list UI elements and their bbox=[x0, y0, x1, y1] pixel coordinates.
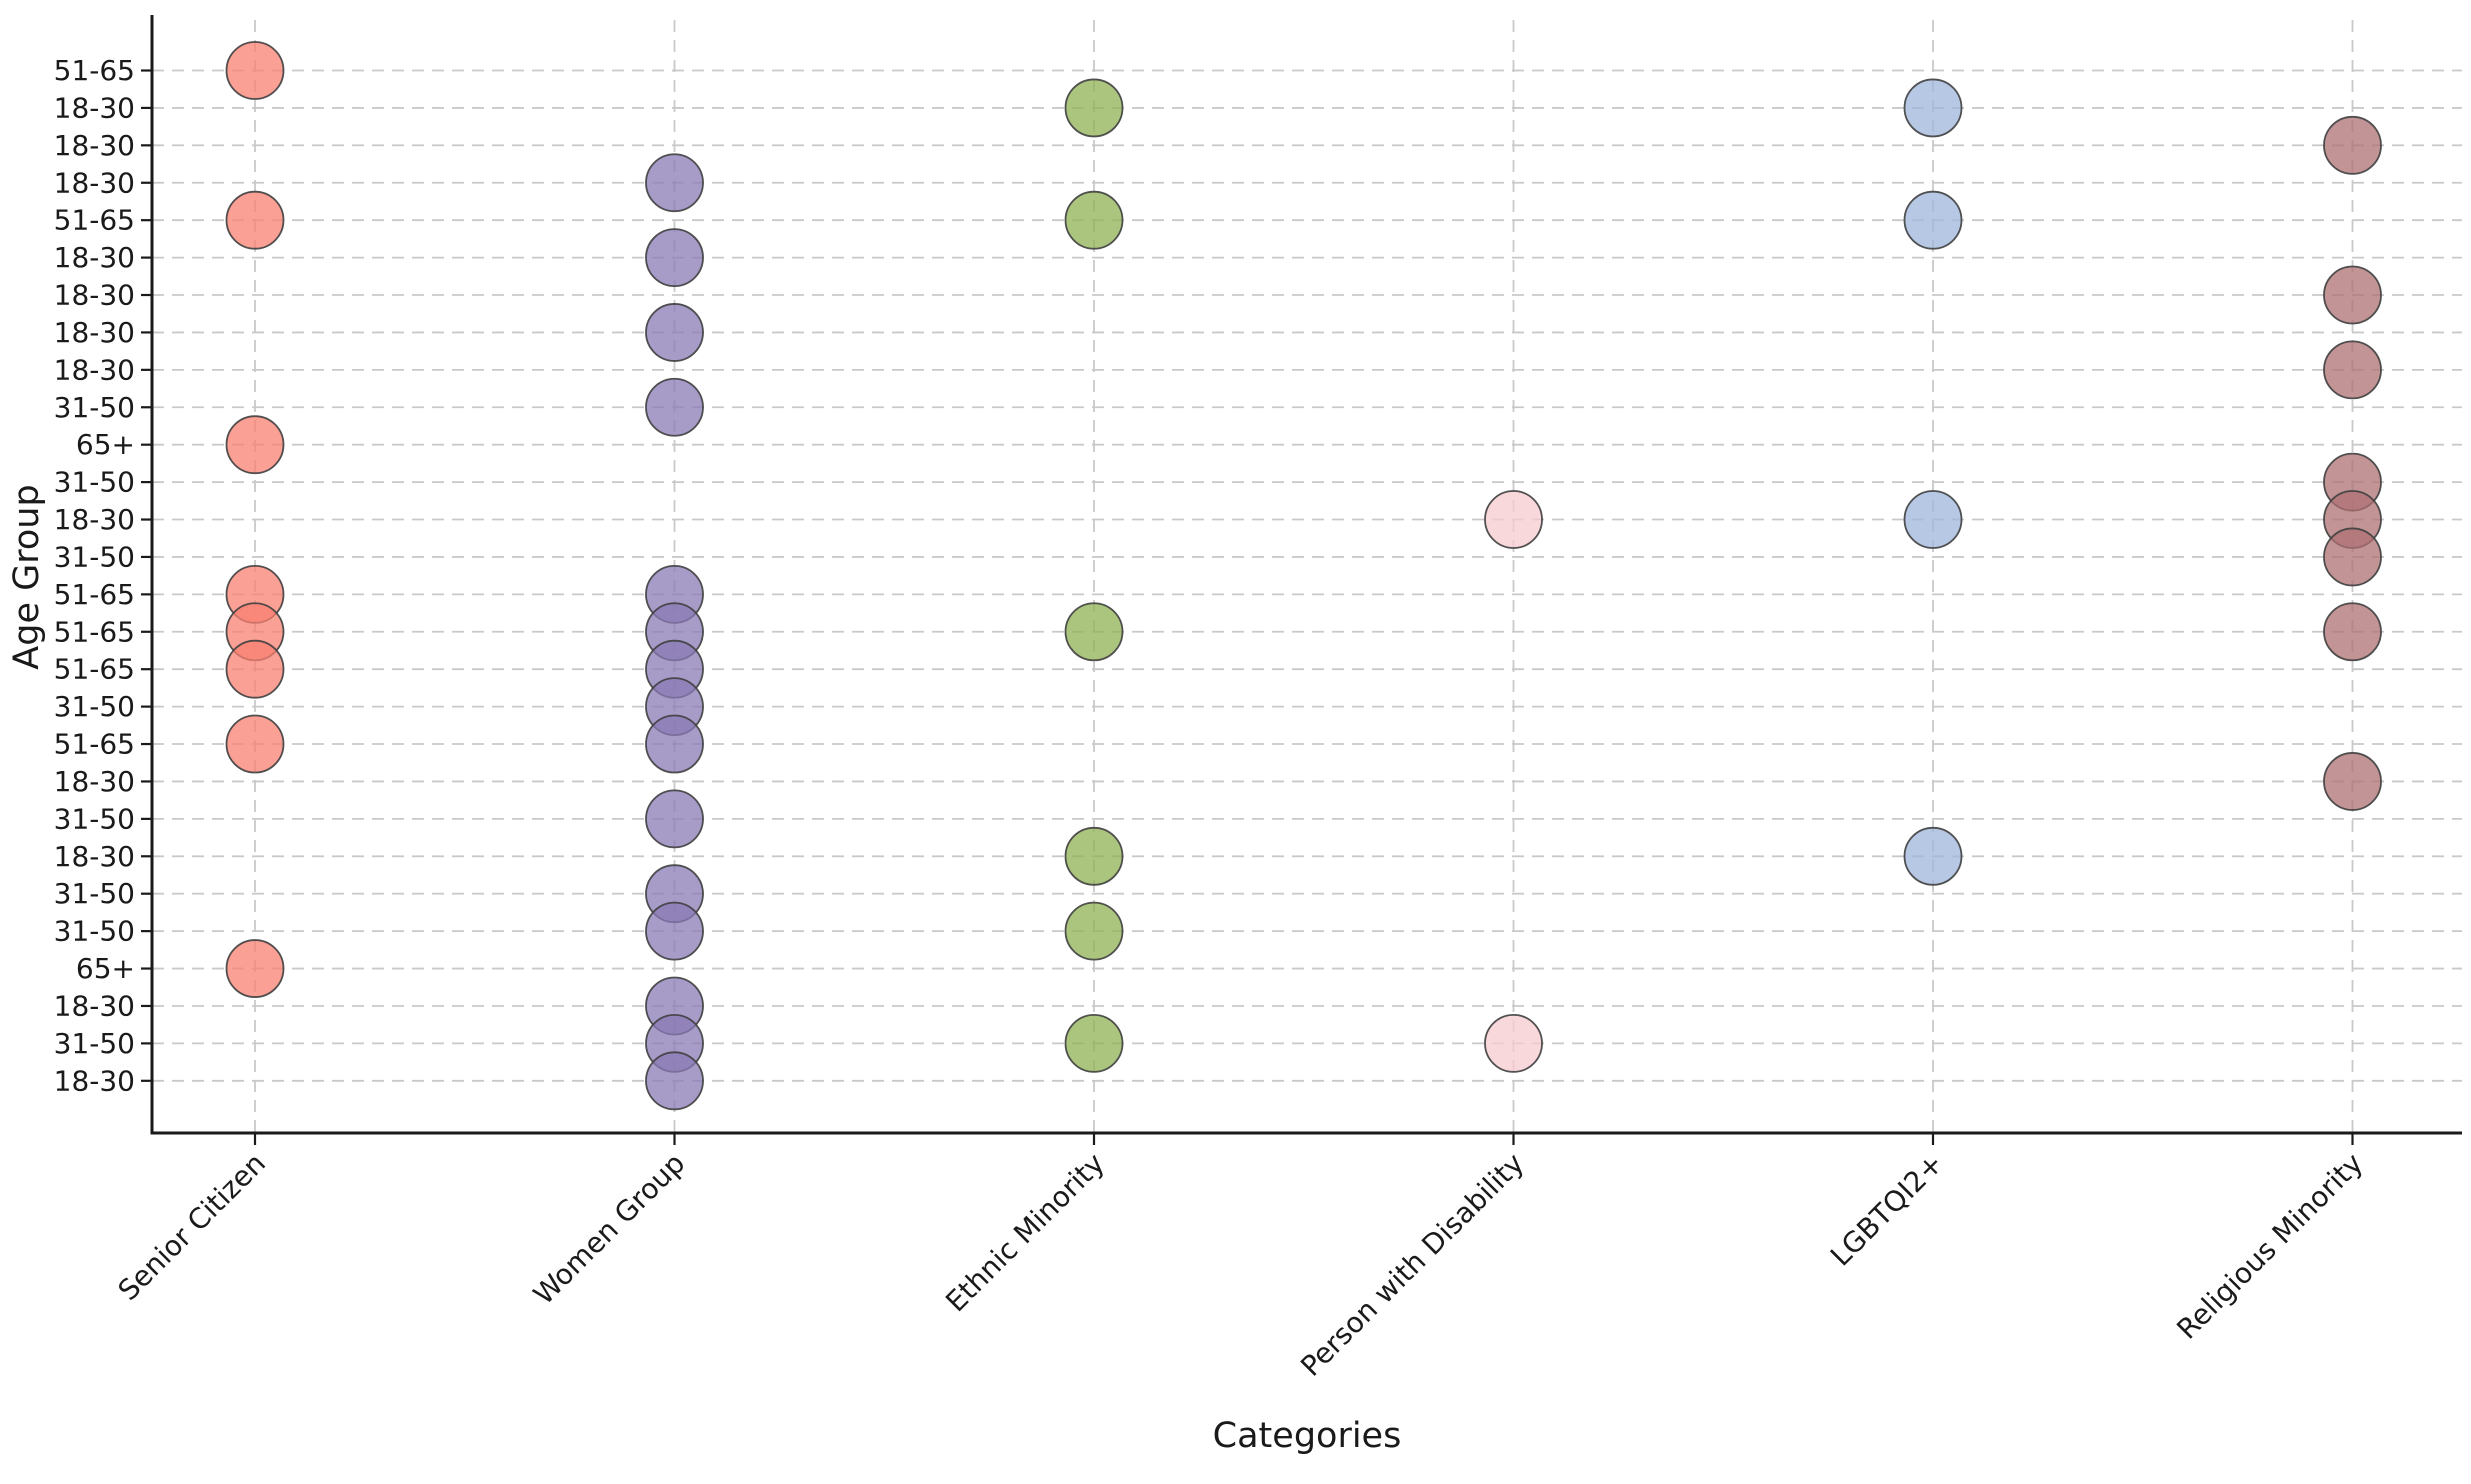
y-tick-label: 18-30 bbox=[54, 241, 135, 274]
y-tick-label: 51-65 bbox=[54, 728, 135, 761]
data-point-senior-citizen bbox=[225, 714, 285, 774]
data-point-religious-minority bbox=[2323, 115, 2382, 175]
y-tick-label: 31-50 bbox=[54, 690, 135, 723]
y-tick-label: 51-65 bbox=[54, 204, 135, 237]
data-point-senior-citizen bbox=[225, 190, 285, 250]
data-point-women-group bbox=[645, 789, 704, 849]
y-tick-label: 18-30 bbox=[54, 503, 135, 536]
data-point-women-group bbox=[645, 377, 704, 437]
y-tick-label: 65+ bbox=[76, 428, 135, 461]
data-point-ethnic-minority bbox=[1064, 826, 1124, 886]
y-axis-title: Age Group bbox=[7, 484, 47, 669]
data-point-senior-citizen bbox=[225, 415, 285, 475]
data-point-religious-minority bbox=[2323, 752, 2382, 811]
y-tick-label: 18-30 bbox=[54, 1064, 135, 1097]
y-tick-label: 18-30 bbox=[54, 129, 135, 162]
x-axis-title: Categories bbox=[1213, 1416, 1402, 1456]
data-point-women-group bbox=[645, 901, 704, 961]
data-points bbox=[225, 41, 2382, 1111]
y-tick-label: 65+ bbox=[76, 952, 135, 985]
y-tick-label: 31-50 bbox=[54, 877, 135, 910]
y-tick-label: 51-65 bbox=[54, 615, 135, 648]
x-tick-label: Senior Citizen bbox=[112, 1147, 272, 1307]
data-point-women-group bbox=[645, 303, 704, 362]
y-tick-label: 18-30 bbox=[54, 91, 135, 124]
tick-labels: 51-65 18-30 18-30 18-30 51-65 18-30 18-30 18-30… bbox=[54, 54, 2370, 1383]
data-point-person-with-disability bbox=[1484, 1013, 1543, 1073]
data-point-religious-minority bbox=[2323, 527, 2382, 587]
data-point-women-group bbox=[645, 1051, 704, 1111]
y-tick-label: 51-65 bbox=[54, 578, 135, 611]
data-point-person-with-disability bbox=[1484, 490, 1543, 549]
data-point-ethnic-minority bbox=[1064, 1013, 1124, 1073]
data-point-religious-minority bbox=[2323, 340, 2382, 400]
data-point-religious-minority bbox=[2323, 265, 2382, 325]
data-point-ethnic-minority bbox=[1064, 901, 1124, 961]
y-tick-label: 31-50 bbox=[54, 1027, 135, 1060]
axes bbox=[141, 15, 2462, 1145]
data-point-women-group bbox=[645, 228, 704, 287]
x-tick-label: Ethnic Minority bbox=[939, 1147, 1111, 1319]
y-tick-label: 31-50 bbox=[54, 802, 135, 835]
y-tick-label: 31-50 bbox=[54, 915, 135, 948]
y-tick-label: 31-50 bbox=[54, 391, 135, 424]
data-point-women-group bbox=[645, 714, 704, 774]
y-tick-label: 18-30 bbox=[54, 166, 135, 199]
y-tick-label: 18-30 bbox=[54, 316, 135, 349]
y-tick-label: 18-30 bbox=[54, 840, 135, 873]
data-point-ethnic-minority bbox=[1064, 190, 1124, 250]
y-tick-label: 18-30 bbox=[54, 279, 135, 312]
x-tick-label: LGBTQI2+ bbox=[1824, 1147, 1950, 1273]
data-point-senior-citizen bbox=[225, 939, 285, 998]
y-tick-label: 51-65 bbox=[54, 54, 135, 87]
data-point-lgbtqi2- bbox=[1903, 78, 1963, 138]
y-tick-label: 18-30 bbox=[54, 765, 135, 798]
y-tick-label: 51-65 bbox=[54, 653, 135, 686]
data-point-ethnic-minority bbox=[1064, 602, 1124, 662]
x-tick-label: Religious Minority bbox=[2170, 1147, 2369, 1346]
data-point-lgbtqi2- bbox=[1903, 826, 1963, 886]
data-point-senior-citizen bbox=[225, 639, 285, 699]
data-point-ethnic-minority bbox=[1064, 78, 1124, 138]
y-tick-label: 31-50 bbox=[54, 540, 135, 573]
data-point-senior-citizen bbox=[225, 41, 285, 100]
data-point-religious-minority bbox=[2323, 602, 2382, 662]
y-tick-label: 31-50 bbox=[54, 466, 135, 499]
data-point-women-group bbox=[645, 153, 704, 213]
data-point-lgbtqi2- bbox=[1903, 490, 1963, 549]
data-point-lgbtqi2- bbox=[1903, 190, 1963, 250]
y-tick-label: 18-30 bbox=[54, 353, 135, 386]
gridlines bbox=[152, 20, 2462, 1133]
y-tick-label: 18-30 bbox=[54, 989, 135, 1022]
x-tick-label: Person with Disability bbox=[1294, 1147, 1530, 1383]
x-tick-label: Women Group bbox=[527, 1147, 691, 1311]
